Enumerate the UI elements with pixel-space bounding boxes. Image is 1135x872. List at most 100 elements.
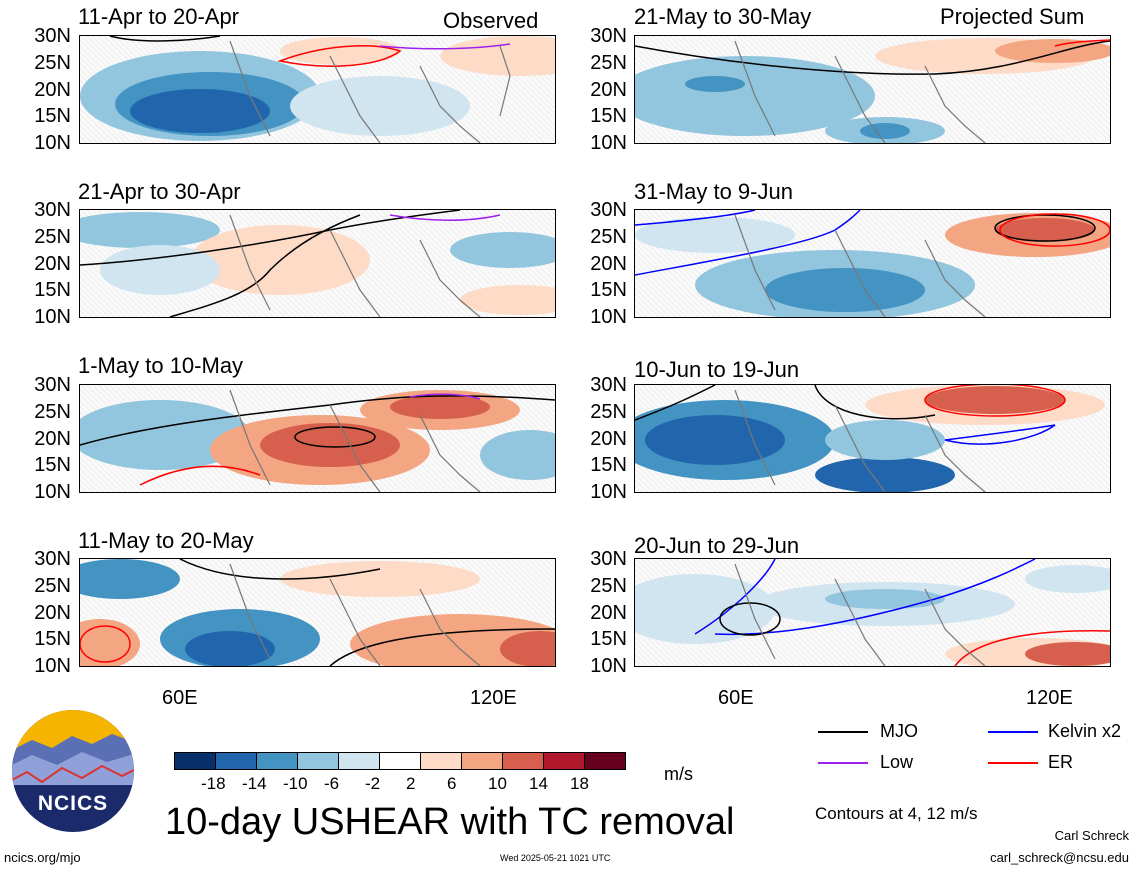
projected-sum-label: Projected Sum [940,4,1085,29]
colorbar-label: -18 [201,774,226,793]
site-link[interactable]: ncics.org/mjo [4,850,81,865]
colorbar-swatch [420,752,462,770]
lat-tick-label: 10N [590,306,627,328]
colorbar-swatch [215,752,257,770]
lat-tick-label: 25N [34,225,71,248]
legend-label-kelvin: Kelvin x2 [1048,721,1122,741]
lat-tick-label: 30N [34,548,71,570]
map-panel-31may-9jun [634,209,1111,318]
lat-tick-label: 25N [590,225,627,248]
author-name: Carl Schreck [1054,828,1129,843]
colorbar-swatch [584,752,626,770]
map-panel-11apr-20apr [79,35,556,144]
colorbar-label: 2 [406,774,416,793]
lat-tick-label: 30N [34,25,71,47]
lat-tick-label: 25N [590,51,627,74]
lat-tick-label: 15N [34,628,71,651]
lat-tick-label: 30N [590,374,627,396]
colorbar-swatch [502,752,544,770]
panel-title: 11-May to 20-May [78,528,254,553]
lon-tick-label: 60E [718,687,754,709]
shear-field [80,210,555,317]
lat-tick-label: 20N [34,78,71,101]
legend-line-kelvin [988,731,1038,733]
colorbar-label: 6 [447,774,457,793]
panel-title: 20-Jun to 29-Jun [634,533,800,558]
shear-field [635,385,1105,492]
colorbar-swatch [461,752,503,770]
lat-tick-label: 25N [590,574,627,597]
panel-title: 31-May to 9-Jun [634,179,793,204]
lat-tick-label: 10N [34,132,71,154]
panel-title: 10-Jun to 19-Jun [634,357,800,382]
shear-field [80,389,555,492]
lat-tick-label: 20N [590,601,627,624]
shear-field [80,559,555,666]
colorbar-swatch [297,752,339,770]
panel-title: 11-Apr to 20-Apr [78,4,240,29]
timestamp: Wed 2025-05-21 1021 UTC [500,853,611,863]
lat-tick-label: 15N [34,105,71,128]
colorbar-swatch [543,752,585,770]
colorbar-label: 14 [529,774,548,793]
lat-tick-label: 10N [34,306,71,328]
legend-line-er [988,762,1038,764]
lat-tick-label: 30N [590,548,627,570]
lat-tick-label: 15N [590,279,627,302]
lat-tick-label: 25N [590,400,627,423]
legend-line-mjo [818,731,868,733]
map-panel-20jun-29jun [634,558,1111,667]
shear-field [635,38,1110,143]
panel-title: 1-May to 10-May [78,353,244,378]
main-title: 10-day USHEAR with TC removal [165,801,735,843]
colorbar-label: 10 [488,774,507,793]
colorbar-label: -2 [365,774,381,793]
lat-tick-label: 10N [34,481,71,503]
lat-tick-label: 30N [34,199,71,221]
lat-tick-label: 10N [590,481,627,503]
legend-label-mjo: MJO [880,721,918,741]
lat-tick-label: 15N [590,454,627,477]
ncics-logo: NCICS [10,708,136,834]
panel-title: 21-May to 30-May [634,4,812,29]
logo-text: NCICS [37,792,109,815]
colorbar-swatch [256,752,298,770]
colorbar-label: -14 [242,774,267,793]
shear-field [635,210,1110,317]
lat-tick-label: 10N [34,655,71,677]
lat-tick-label: 15N [34,454,71,477]
lat-tick-label: 20N [34,427,71,450]
colorbar-swatch [338,752,380,770]
lon-tick-label: 120E [1026,687,1073,709]
map-panel-21apr-30apr [79,209,556,318]
lat-tick-label: 30N [590,199,627,221]
lat-tick-label: 25N [34,400,71,423]
legend-label-low: Low [880,752,914,772]
colorbar-swatch [174,752,216,770]
panel-title: 21-Apr to 30-Apr [78,179,241,204]
lat-tick-label: 20N [34,252,71,275]
colorbar-swatch [379,752,421,770]
lat-tick-label: 25N [34,574,71,597]
lon-tick-label: 120E [470,687,517,709]
contour-note: Contours at 4, 12 m/s [815,804,978,823]
lat-tick-label: 20N [590,427,627,450]
map-panel-1may-10may [79,384,556,493]
lon-tick-label: 60E [162,687,198,709]
lat-tick-label: 20N [590,252,627,275]
colorbar-label: -6 [324,774,340,793]
lat-tick-label: 15N [590,105,627,128]
shear-field [635,559,1110,666]
lat-tick-label: 10N [590,132,627,154]
colorbar-label: -10 [283,774,308,793]
lat-tick-label: 15N [34,279,71,302]
map-panel-21may-30may [634,35,1111,144]
legend-label-er: ER [1048,752,1074,772]
lat-tick-label: 30N [590,25,627,47]
lat-tick-label: 15N [590,628,627,651]
shear-field [80,36,555,143]
lat-tick-label: 20N [590,78,627,101]
map-panel-11may-20may [79,558,556,667]
colorbar-units: m/s [664,764,693,784]
author-email: carl_schreck@ncsu.edu [990,850,1129,865]
